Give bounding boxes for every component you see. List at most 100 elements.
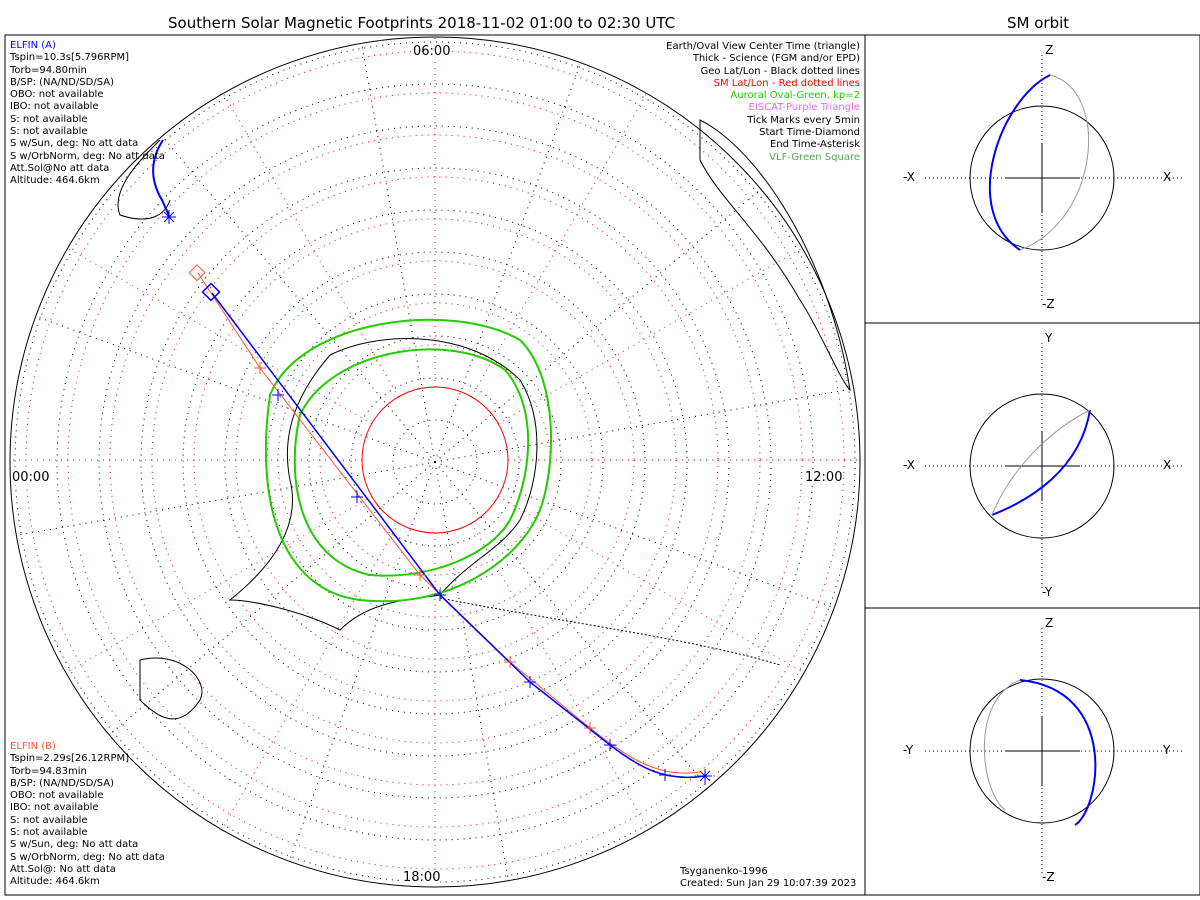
earth-limb xyxy=(9,36,861,888)
end-asterisk-a xyxy=(698,769,712,783)
elfin-b-name: ELFIN (B) xyxy=(10,741,56,752)
geo-lat-circle xyxy=(14,41,856,883)
terminator-line xyxy=(439,597,781,666)
legend-item: Tick Marks every 5min xyxy=(747,114,860,126)
tick-mark-b xyxy=(584,722,596,734)
elfin-b-info-line: S: not available xyxy=(10,814,88,826)
start-diamond-a xyxy=(201,282,221,302)
mlt-label-00: 00:00 xyxy=(12,470,50,485)
legend-item: Start Time-Diamond xyxy=(759,127,860,139)
elfin-a-info-line: S: not available xyxy=(10,113,88,125)
tick-mark-a xyxy=(604,739,616,751)
orbit-axis-label-top: Y xyxy=(1045,331,1053,345)
elfin-b-info-line: OBO: not available xyxy=(10,790,104,802)
elfin-a-info-line: OBO: not available xyxy=(10,89,104,101)
orbit-axis-label-right: Y xyxy=(1163,743,1171,757)
sm-lat-circle xyxy=(67,92,803,828)
legend-item: VLF-Green Square xyxy=(769,151,860,163)
orbit-axis-label-bottom: -Z xyxy=(1042,297,1055,311)
elfin-b-info-line: Torb=94.83min xyxy=(10,765,87,777)
geo-lat-circle xyxy=(140,167,730,757)
orbit-axis-label-right: X xyxy=(1163,458,1172,472)
geo-lon-line xyxy=(361,43,436,463)
sm-lat-circle xyxy=(109,134,761,786)
elfin-a-info: ELFIN (A) Tspin=10.3s[5.796RPM] Torb=94.8… xyxy=(10,40,165,188)
elfin-b-info-line: Altitude: 464.6km xyxy=(10,876,100,888)
orbit-yz xyxy=(983,679,1021,811)
geo-lon-line xyxy=(434,461,509,881)
geo-lat-circle xyxy=(350,377,520,547)
orbit-axis-label-left: -X xyxy=(903,458,915,472)
elfin-b-info-line: B/SP: (NA/ND/SD/SA) xyxy=(10,777,114,789)
sm-lon-line xyxy=(66,247,373,424)
elfin-a-info-line: IBO: not available xyxy=(10,101,99,113)
elfin-b-info: ELFIN (B) Tspin=2.29s[26.12RPM] Torb=94.8… xyxy=(10,741,165,889)
mlt-label-12: 12:00 xyxy=(805,470,843,485)
legend-item: Geo Lat/Lon - Black dotted lines xyxy=(700,65,860,77)
geo-lat-circle xyxy=(224,251,646,673)
legend-item: End Time-Asterisk xyxy=(769,139,860,151)
africa-coast xyxy=(699,119,851,392)
tick-mark-b xyxy=(254,362,266,374)
orbit-axis-label-top: Z xyxy=(1045,43,1054,57)
orbit-xy xyxy=(991,409,1091,516)
orbit-title: SM orbit xyxy=(1007,14,1070,32)
elfin-b-track xyxy=(197,272,701,774)
auroral-oval-inner xyxy=(293,348,530,577)
elfin-a-info-line: Tspin=10.3s[5.796RPM] xyxy=(10,52,130,64)
orbit-xy-science xyxy=(991,409,1091,516)
geo-lon-line xyxy=(434,388,854,463)
geo-lat-circle xyxy=(392,419,478,505)
sm-lon-line xyxy=(66,496,373,673)
sm-lat-circle xyxy=(361,386,509,534)
geo-lon-line xyxy=(161,135,436,463)
elfin-a-info-line: S: not available xyxy=(10,126,88,138)
orbit-frame xyxy=(864,34,1200,896)
elfin-b-info-line: S w/OrbNorm, deg: No att data xyxy=(10,851,165,863)
mlt-label-18: 18:00 xyxy=(403,870,441,885)
orbit-xz-science xyxy=(988,74,1051,251)
elfin-b-info-line: IBO: not available xyxy=(10,802,99,814)
geo-lon-line xyxy=(108,461,436,736)
created-label: Created: Sun Jan 29 10:07:39 2023 xyxy=(680,878,857,889)
sm-lon-line xyxy=(471,522,648,829)
elfin-b-info-line: Tspin=2.29s[26.12RPM] xyxy=(10,753,130,765)
geo-lon-line xyxy=(16,461,436,536)
tick-mark-a xyxy=(659,769,671,781)
page-title: Southern Solar Magnetic Footprints 2018-… xyxy=(168,14,676,32)
sm-lat-circle xyxy=(151,176,719,744)
geo-lat-circle xyxy=(98,125,772,799)
geo-lon-line xyxy=(35,315,436,463)
orbit-yz-science xyxy=(1019,679,1097,826)
legend-item: SM Lat/Lon - Red dotted lines xyxy=(713,77,860,89)
legend: Earth/Oval View Center Time (triangle) Th… xyxy=(666,41,860,164)
new-zealand-coast xyxy=(139,657,203,720)
elfin-b-info-line: Att.Sol@: No att data xyxy=(10,863,116,875)
orbit-axis-label-top: Z xyxy=(1045,616,1054,630)
elfin-a-info-line: S w/Sun, deg: No att data xyxy=(10,138,139,150)
geo-lon-line xyxy=(288,461,436,862)
orbit-axis-label-bottom: -Z xyxy=(1042,870,1055,884)
orbit-xz xyxy=(1019,74,1090,251)
orbit-axis-label-left: -Y xyxy=(903,743,914,757)
south-america-coast xyxy=(117,139,171,220)
tick-mark-b xyxy=(504,656,516,668)
legend-item: Earth/Oval View Center Time (triangle) xyxy=(666,41,860,52)
geo-lon-line xyxy=(434,188,762,463)
sm-lon-line xyxy=(497,247,804,424)
elfin-a-info-line: Torb=94.80min xyxy=(10,64,87,76)
legend-item: Auroral Oval-Green, kp=2 xyxy=(730,90,860,102)
elfin-b-info-line: S w/Sun, deg: No att data xyxy=(10,839,139,851)
footer: Tsyganenko-1996 Created: Sun Jan 29 10:0… xyxy=(680,866,856,890)
geo-lon-line xyxy=(434,461,709,789)
geo-lat-circle xyxy=(182,209,688,715)
geo-lat-circle xyxy=(308,335,562,589)
geo-lon-line xyxy=(434,62,582,463)
elfin-b-info-line: S: not available xyxy=(10,827,88,839)
elfin-a-info-line: Altitude: 464.6km xyxy=(10,175,100,187)
elfin-a-track xyxy=(211,292,706,779)
model-label: Tsyganenko-1996 xyxy=(680,866,768,877)
sm-lat-circle xyxy=(319,344,551,576)
end-asterisk-a xyxy=(162,210,176,224)
